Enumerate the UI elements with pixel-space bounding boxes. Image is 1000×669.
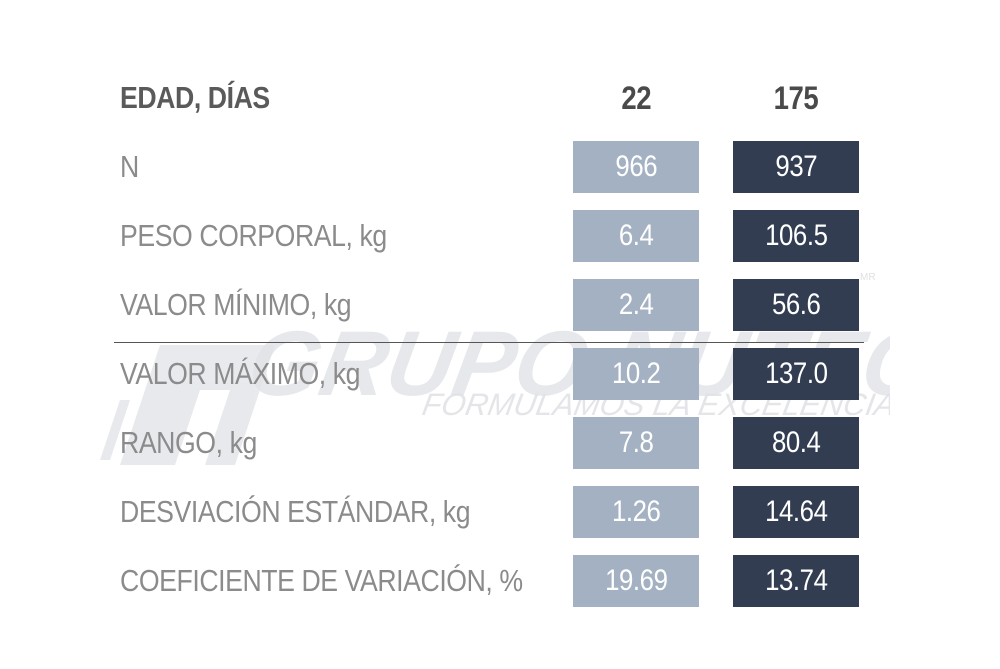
cell-175-text: 14.64 <box>764 495 828 528</box>
cell-175: 56.6 <box>733 279 859 331</box>
cell-22-text: 10.2 <box>611 357 661 390</box>
cell-175: 14.64 <box>733 486 859 538</box>
cell-22: 10.2 <box>573 348 699 400</box>
row-label: VALOR MÁXIMO, kg <box>120 356 361 391</box>
cell-22-text: 19.69 <box>604 564 668 597</box>
cell-175: 137.0 <box>733 348 859 400</box>
cell-175-text: 80.4 <box>771 426 821 459</box>
cell-22-text: 6.4 <box>618 219 654 252</box>
cell-175-text: 106.5 <box>764 219 828 252</box>
cell-22: 19.69 <box>573 555 699 607</box>
header-label: EDAD, DÍAS <box>120 80 270 115</box>
cell-175-text: 937 <box>775 150 817 183</box>
cell-22-text: 7.8 <box>618 426 654 459</box>
cell-175: 80.4 <box>733 417 859 469</box>
header-col-175-text: 175 <box>773 80 819 116</box>
row-label: COEFICIENTE DE VARIACIÓN, % <box>120 563 523 598</box>
row-label: N <box>120 149 139 184</box>
cell-175-text: 137.0 <box>764 357 828 390</box>
cell-22: 6.4 <box>573 210 699 262</box>
cell-22-text: 1.26 <box>611 495 661 528</box>
table-row: N 966 937 <box>0 141 1000 193</box>
cell-22: 7.8 <box>573 417 699 469</box>
cell-22: 966 <box>573 141 699 193</box>
table-row: RANGO, kg 7.8 80.4 <box>0 417 1000 469</box>
cell-175-text: 56.6 <box>771 288 821 321</box>
cell-22: 2.4 <box>573 279 699 331</box>
cell-175: 937 <box>733 141 859 193</box>
table-divider <box>114 342 864 343</box>
table-row: DESVIACIÓN ESTÁNDAR, kg 1.26 14.64 <box>0 486 1000 538</box>
cell-175: 13.74 <box>733 555 859 607</box>
row-label: DESVIACIÓN ESTÁNDAR, kg <box>120 494 471 529</box>
cell-22-text: 2.4 <box>618 288 654 321</box>
header-col-22: 22 <box>573 72 699 124</box>
row-label: PESO CORPORAL, kg <box>120 218 387 253</box>
row-label: RANGO, kg <box>120 425 257 460</box>
table-row: VALOR MÁXIMO, kg 10.2 137.0 <box>0 348 1000 400</box>
cell-22: 1.26 <box>573 486 699 538</box>
cell-175: 106.5 <box>733 210 859 262</box>
cell-175-text: 13.74 <box>764 564 828 597</box>
table-header: EDAD, DÍAS 22 175 <box>0 72 1000 124</box>
header-col-175: 175 <box>733 72 859 124</box>
header-col-22-text: 22 <box>621 80 651 116</box>
row-label: VALOR MÍNIMO, kg <box>120 287 352 322</box>
cell-22-text: 966 <box>615 150 657 183</box>
table-row: VALOR MÍNIMO, kg 2.4 56.6 <box>0 279 1000 331</box>
table-row: PESO CORPORAL, kg 6.4 106.5 <box>0 210 1000 262</box>
table-row: COEFICIENTE DE VARIACIÓN, % 19.69 13.74 <box>0 555 1000 607</box>
